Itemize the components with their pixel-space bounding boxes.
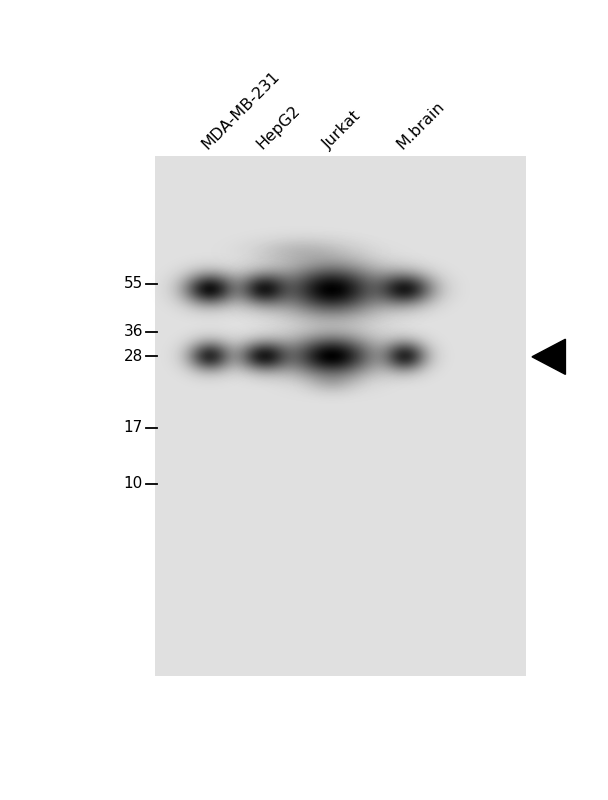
Bar xyxy=(155,156,526,676)
Text: 17: 17 xyxy=(123,421,143,435)
Text: 28: 28 xyxy=(123,349,143,363)
Text: 10: 10 xyxy=(123,477,143,491)
Polygon shape xyxy=(532,339,565,374)
Text: Jurkat: Jurkat xyxy=(321,108,365,152)
Text: HepG2: HepG2 xyxy=(254,102,303,152)
Text: 55: 55 xyxy=(123,277,143,291)
Text: M.brain: M.brain xyxy=(394,98,447,152)
Text: MDA-MB-231: MDA-MB-231 xyxy=(199,68,283,152)
Text: 36: 36 xyxy=(123,325,143,339)
